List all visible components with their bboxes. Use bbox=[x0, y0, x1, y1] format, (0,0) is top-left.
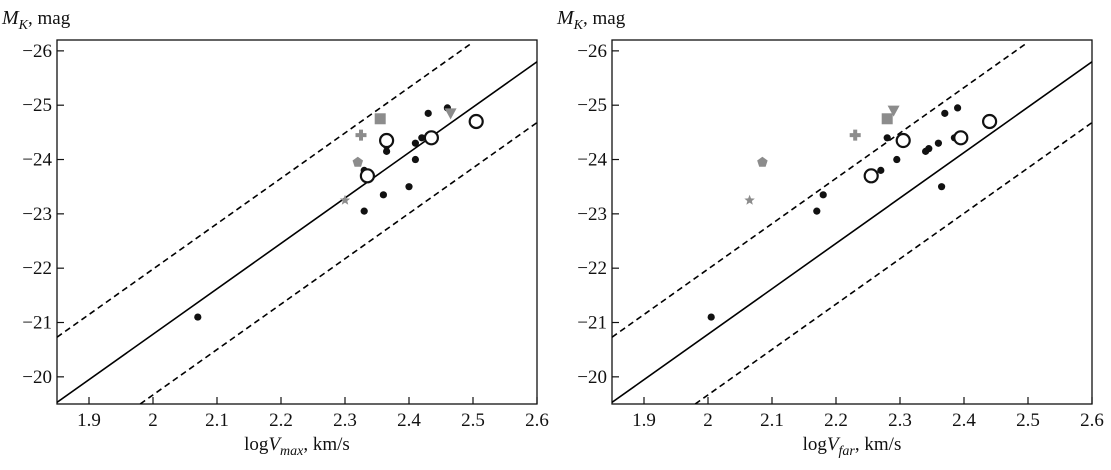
plus bbox=[849, 129, 861, 141]
dot bbox=[411, 139, 419, 147]
dot bbox=[938, 183, 946, 191]
y-tick-label: −22 bbox=[22, 258, 52, 279]
plot-frame bbox=[56, 39, 538, 405]
y-tick-label: −21 bbox=[577, 313, 607, 334]
x-tick-label: 2.1 bbox=[760, 410, 784, 431]
y-label-symbol: M bbox=[1, 7, 20, 29]
pentagon bbox=[757, 156, 768, 167]
y-label-subscript: K bbox=[18, 18, 29, 33]
x-label-log: log bbox=[244, 434, 269, 455]
plot-area bbox=[57, 41, 537, 404]
y-label-subscript: K bbox=[573, 18, 584, 33]
star bbox=[744, 194, 755, 205]
open-circle bbox=[863, 168, 879, 184]
x-tick-label: 2.6 bbox=[525, 410, 549, 431]
y-tick-label: −24 bbox=[22, 150, 52, 171]
x-label-symbol: V bbox=[268, 434, 282, 455]
triangle-down bbox=[887, 105, 900, 117]
x-label-subscript: far bbox=[839, 444, 856, 459]
x-tick-label: 2.6 bbox=[1080, 410, 1104, 431]
x-axis-label: logVmax, km/s bbox=[244, 434, 350, 459]
dashed-line bbox=[612, 41, 1029, 338]
square bbox=[881, 113, 893, 125]
open-circle bbox=[359, 168, 375, 184]
x-label-subscript: max bbox=[280, 444, 304, 459]
y-tick-label: −20 bbox=[22, 367, 52, 388]
plot-frame bbox=[611, 39, 1093, 405]
open-circle bbox=[423, 130, 439, 146]
dot bbox=[379, 191, 387, 199]
x-tick-label: 2.3 bbox=[333, 410, 357, 431]
x-label-unit: , km/s bbox=[303, 434, 349, 455]
solid-line bbox=[612, 61, 1092, 404]
y-tick-label: −25 bbox=[22, 95, 52, 116]
dot bbox=[925, 145, 933, 153]
y-tick-label: −24 bbox=[577, 150, 607, 171]
panel: 1.9 2 2.1 2.2 2.3 2.4 2.5 2.6 −26 −25 −24 −23 −22 −21… bbox=[1, 7, 549, 459]
dot bbox=[383, 147, 391, 155]
dot bbox=[813, 207, 821, 215]
x-tick-label: 2.1 bbox=[205, 410, 229, 431]
y-label-symbol: M bbox=[556, 7, 575, 29]
x-tick-label: 2.2 bbox=[269, 410, 293, 431]
x-tick-label: 2.2 bbox=[824, 410, 848, 431]
dashed-line bbox=[139, 121, 537, 404]
x-label-log: log bbox=[803, 434, 828, 455]
open-circle bbox=[981, 113, 998, 130]
dot bbox=[360, 207, 368, 215]
open-circle bbox=[953, 130, 969, 146]
x-tick-label: 1.9 bbox=[632, 410, 656, 431]
x-tick-label: 2.5 bbox=[461, 410, 485, 431]
x-tick-label: 2.4 bbox=[397, 410, 421, 431]
panel: 1.9 2 2.1 2.2 2.3 2.4 2.5 2.6 −26 −25 −24 −23 −22 −21… bbox=[556, 7, 1104, 459]
dashed-line bbox=[57, 41, 474, 338]
y-tick-label: −21 bbox=[22, 313, 52, 334]
x-tick-label: 2.5 bbox=[1016, 410, 1040, 431]
y-tick-label: −26 bbox=[22, 41, 52, 62]
dot bbox=[934, 139, 943, 147]
dot bbox=[883, 134, 891, 142]
dot bbox=[954, 104, 962, 112]
x-tick-label: 2 bbox=[148, 410, 158, 431]
dot bbox=[411, 155, 419, 164]
y-axis-label: MK, mag bbox=[556, 7, 626, 33]
dot bbox=[418, 134, 426, 142]
x-label-unit: , km/s bbox=[855, 434, 901, 455]
open-circle bbox=[468, 113, 484, 130]
x-label-symbol: V bbox=[827, 434, 841, 455]
y-tick-label: −26 bbox=[577, 41, 607, 62]
y-tick-label: −22 bbox=[577, 258, 607, 279]
solid-line bbox=[57, 61, 537, 404]
dot bbox=[194, 313, 202, 321]
x-tick-label: 1.9 bbox=[77, 410, 101, 431]
open-circle bbox=[379, 132, 395, 149]
x-tick-label: 2.3 bbox=[888, 410, 912, 431]
x-axis-label: logVfar, km/s bbox=[803, 434, 902, 459]
y-axis-label: MK, mag bbox=[1, 7, 71, 33]
y-tick-label: −20 bbox=[577, 367, 607, 388]
star bbox=[339, 194, 351, 205]
dot bbox=[893, 155, 901, 164]
y-tick-label: −23 bbox=[577, 204, 607, 225]
plot-area bbox=[612, 41, 1092, 404]
y-label-unit: , mag bbox=[28, 8, 71, 29]
square bbox=[374, 113, 386, 125]
triangle-down bbox=[444, 108, 457, 120]
x-tick-label: 2.4 bbox=[952, 410, 976, 431]
y-tick-label: −23 bbox=[22, 204, 52, 225]
open-circle bbox=[895, 132, 911, 149]
dashed-line bbox=[694, 121, 1092, 404]
dot bbox=[405, 183, 413, 191]
plus bbox=[355, 129, 367, 141]
dot bbox=[424, 109, 432, 117]
dot bbox=[707, 313, 715, 321]
pentagon bbox=[352, 156, 364, 167]
dot bbox=[877, 166, 885, 174]
dot bbox=[819, 191, 827, 199]
dot bbox=[941, 109, 949, 117]
y-label-unit: , mag bbox=[583, 8, 626, 29]
y-tick-label: −25 bbox=[577, 95, 607, 116]
x-tick-label: 2 bbox=[703, 410, 713, 431]
